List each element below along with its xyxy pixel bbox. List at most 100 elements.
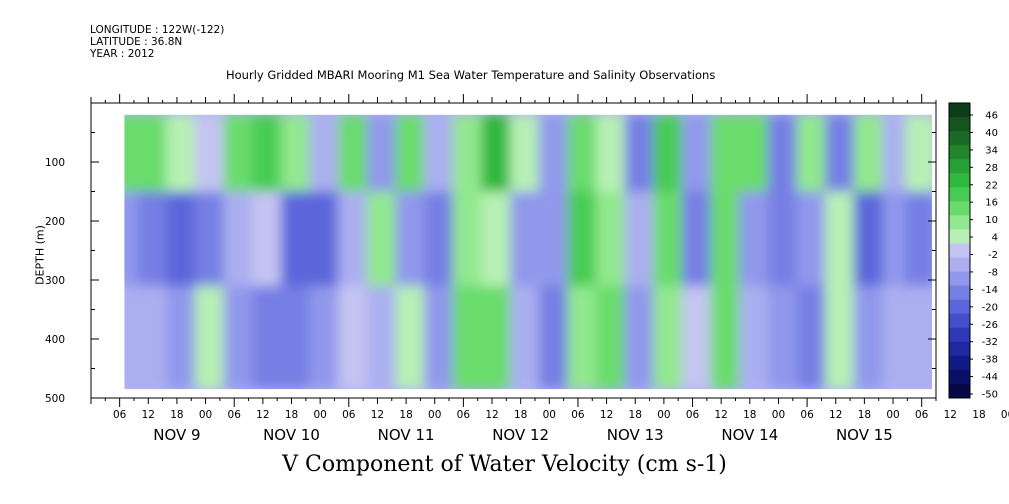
colorbar-label: -44 [982, 372, 998, 383]
heatmap-cell [481, 191, 513, 298]
colorbar-swatch [949, 215, 970, 230]
colorbar-label: 40 [985, 128, 998, 139]
heatmap-cell [137, 114, 169, 204]
y-tick-label: 500 [45, 393, 65, 405]
heatmap-cell [166, 285, 198, 390]
heatmap-cell [681, 285, 713, 390]
x-axis-label: V Component of Water Velocity (cm s-1) [282, 452, 727, 477]
heatmap-cell [624, 114, 656, 204]
heatmap-cell [223, 285, 255, 390]
colorbar-label: -8 [988, 267, 998, 278]
colorbar-label: -14 [982, 285, 998, 296]
colorbar-swatch [949, 271, 970, 287]
mooring-metadata: LONGITUDE : 122W(-122) LATITUDE : 36.8N … [90, 24, 224, 60]
chart-title: Hourly Gridded MBARI Mooring M1 Sea Wate… [226, 68, 716, 82]
heatmap-cell [825, 191, 856, 298]
colorbar-swatch [949, 229, 970, 244]
heatmap-cell [166, 114, 198, 204]
heatmap-cell [567, 114, 599, 204]
heatmap-cell [796, 285, 828, 390]
heatmap-cell [452, 114, 484, 204]
heatmap-cell [853, 114, 885, 204]
heatmap-cell [710, 285, 742, 390]
heatmap-cell [796, 191, 828, 298]
colorbar-swatch [949, 355, 970, 371]
heatmap-cell [366, 191, 398, 298]
colorbar-label: 34 [985, 145, 998, 156]
x-hour-tick-label: 06 [915, 409, 929, 421]
latitude-label: LATITUDE : 36.8N [90, 36, 183, 48]
heatmap-cell [825, 285, 856, 390]
x-day-label: NOV 14 [721, 426, 778, 444]
longitude-label: LONGITUDE : 122W(-122) [90, 24, 225, 36]
x-hour-tick-label: 12 [142, 409, 155, 421]
heatmap-cell [366, 285, 398, 390]
y-tick-label: 400 [45, 334, 65, 346]
heatmap-cell [452, 285, 484, 390]
heatmap-cell [796, 114, 828, 204]
x-hour-tick-label: 18 [858, 409, 871, 421]
x-hour-tick-label: 12 [256, 409, 269, 421]
heatmap-cell [280, 191, 312, 298]
colorbar-swatch [949, 173, 970, 188]
heatmap-cell [653, 285, 685, 390]
heatmap-cell [767, 285, 799, 390]
x-day-label: NOV 10 [263, 426, 320, 444]
colorbar-label: -38 [982, 355, 998, 366]
colorbar-label: 10 [985, 215, 998, 226]
x-hour-tick-label: 12 [371, 409, 384, 421]
heatmap-cell [681, 114, 713, 204]
x-hour-tick-label: 06 [800, 409, 814, 421]
heatmap-cell [194, 285, 226, 390]
heatmap-cell [252, 285, 284, 390]
colorbar-swatch [949, 257, 970, 273]
heatmap-cell [481, 285, 513, 390]
colorbar-swatch [949, 159, 970, 174]
heatmap-cell [595, 114, 627, 204]
heatmap-cell [280, 285, 312, 390]
colorbar-swatch [949, 103, 970, 118]
x-hour-tick-label: 18 [170, 409, 183, 421]
x-hour-tick-label: 00 [772, 409, 785, 421]
colorbar-label: -26 [982, 320, 998, 331]
x-day-label: NOV 12 [492, 426, 549, 444]
heatmap-cell [338, 191, 370, 298]
axes: 06 12 18 00 06 12 18 00 06 12 18 00 06 12 18 00 06 12 18 00… [45, 94, 1009, 444]
x-hour-tick-label: 06 [571, 409, 585, 421]
x-hour-tick-label: 00 [543, 409, 556, 421]
heatmap-cell [194, 114, 226, 204]
colorbar-swatch [949, 285, 970, 301]
heatmap-cell [424, 285, 455, 390]
x-hour-tick-label: 06 [342, 409, 356, 421]
heatmap-cell [653, 191, 685, 298]
x-hour-tick-label: 12 [714, 409, 727, 421]
x-day-label: NOV 9 [153, 426, 200, 444]
heatmap-cell [395, 285, 427, 390]
heatmap-cell [137, 285, 169, 390]
heatmap-cell [481, 114, 513, 204]
colorbar-label: -32 [982, 337, 998, 348]
heatmap-cell [538, 191, 570, 298]
colorbar-label: -2 [988, 250, 998, 261]
heatmap-cell [252, 191, 284, 298]
heatmap-cell [338, 285, 370, 390]
heatmap-cell [538, 285, 570, 390]
heatmap-cell [624, 285, 656, 390]
colorbar-swatch [949, 201, 970, 216]
heatmap-cell [280, 114, 312, 204]
colorbar-label: 22 [985, 180, 998, 191]
heatmap-cell [395, 114, 427, 204]
x-day-label: NOV 15 [836, 426, 893, 444]
colorbar-label: 28 [985, 163, 998, 174]
x-hour-tick-label: 06 [228, 409, 242, 421]
heatmap-cell [137, 191, 169, 298]
heatmap-cell [366, 114, 398, 204]
x-hour-tick-label: 12 [944, 409, 957, 421]
x-day-label: NOV 11 [378, 426, 435, 444]
heatmap-cell [710, 191, 742, 298]
x-hour-tick-label: 12 [485, 409, 498, 421]
heatmap-cell [825, 114, 856, 204]
colorbar-frame [948, 102, 971, 399]
heatmap-cell [395, 191, 427, 298]
